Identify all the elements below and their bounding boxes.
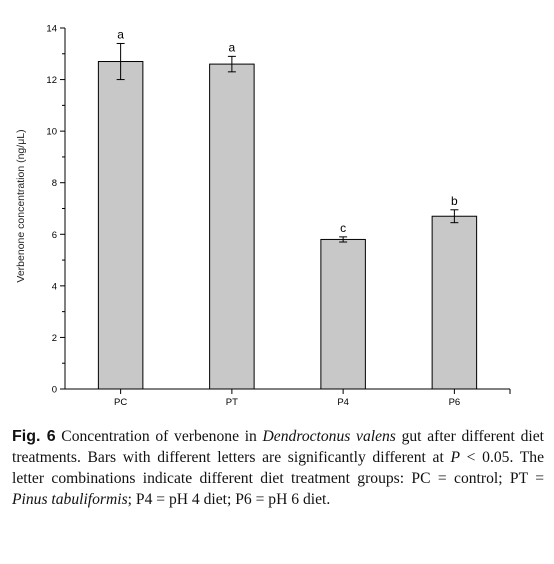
figure-caption: Fig. 6 Concentration of verbenone in Den…	[12, 426, 544, 510]
bar-p4	[320, 238, 366, 390]
y-tick-label-10: 10	[46, 127, 57, 138]
y-tick-label-4: 4	[52, 281, 57, 292]
significance-letter-p4: c	[340, 221, 346, 235]
caption-species: Dendroctonus valens	[262, 428, 396, 445]
x-tick-label-pc: PC	[114, 397, 127, 408]
caption-p-variable: P	[450, 449, 460, 466]
bar-pc	[97, 61, 144, 390]
x-tick-label-p4: P4	[337, 397, 349, 408]
caption-text-4: ; P4 = pH 4 diet; P6 = pH 6 diet.	[127, 491, 331, 508]
x-tick-label-p6: P6	[449, 397, 461, 408]
significance-letter-p6: b	[451, 194, 458, 208]
bar-chart: a a c b PC PT P4 P6 0 2 4 6 8 10 12 14 Verbenone conce…	[15, 24, 511, 408]
bar-p6	[431, 215, 478, 390]
bar-pt	[209, 63, 255, 390]
y-tick-label-2: 2	[52, 333, 57, 344]
y-tick-label-0: 0	[52, 385, 57, 396]
significance-letter-pc: a	[117, 27, 124, 41]
significance-letter-pt: a	[229, 40, 236, 54]
y-tick-label-6: 6	[52, 230, 57, 241]
y-axis-label: Verbenone concentration (ng/μL)	[15, 129, 27, 282]
caption-pinus: Pinus tabuliformis	[12, 491, 128, 508]
figure-label: Fig. 6	[12, 428, 56, 445]
y-tick-label-14: 14	[46, 24, 57, 35]
y-tick-label-8: 8	[52, 178, 57, 189]
caption-text-2: gut after different diet treatments. Bar…	[12, 428, 544, 466]
caption-text-1: Concentration of verbenone in	[55, 428, 263, 445]
caption-text-3: < 0.05. The letter combinations indicate…	[12, 449, 544, 487]
x-tick-label-pt: PT	[226, 397, 238, 408]
y-tick-label-12: 12	[46, 75, 57, 86]
